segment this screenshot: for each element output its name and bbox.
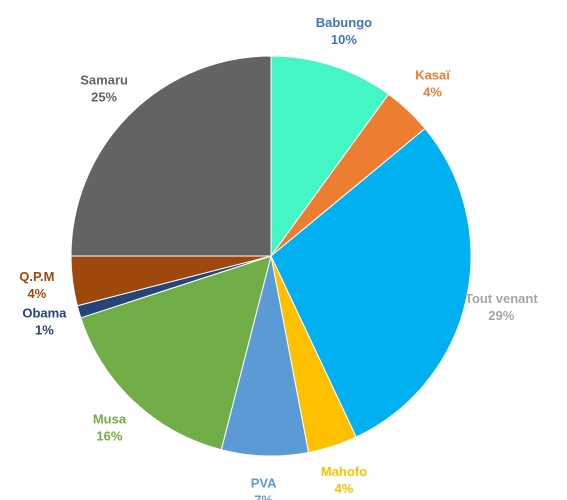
pie-slice (80, 255, 272, 451)
slice-label-name: Mahofo (321, 464, 367, 479)
pie-slice (270, 127, 472, 438)
slice-label-name: Tout venant (465, 291, 538, 306)
slice-label-name: PVA (251, 475, 277, 490)
slice-label-value: 4% (335, 481, 354, 496)
pie-slice (70, 55, 272, 257)
slice-label-name: Q.P.M (19, 269, 54, 284)
slice-label-value: 25% (91, 90, 117, 105)
slice-label-name: Babungo (316, 15, 372, 30)
slice-label-value: 1% (35, 322, 54, 337)
slice-label-value: 10% (331, 32, 357, 47)
slice-label-name: Kasaï (415, 67, 450, 82)
slice-label-value: 4% (423, 84, 442, 99)
pie-slice (270, 55, 390, 258)
slice-label-value: 16% (96, 428, 122, 443)
slice-label-name: Musa (93, 411, 127, 426)
slice-label-value: 7% (254, 492, 273, 500)
slice-label-name: Obama (22, 305, 67, 320)
slice-label-value: 29% (488, 308, 514, 323)
slice-label-name: Samaru (80, 73, 128, 88)
slice-label-value: 4% (27, 286, 46, 301)
